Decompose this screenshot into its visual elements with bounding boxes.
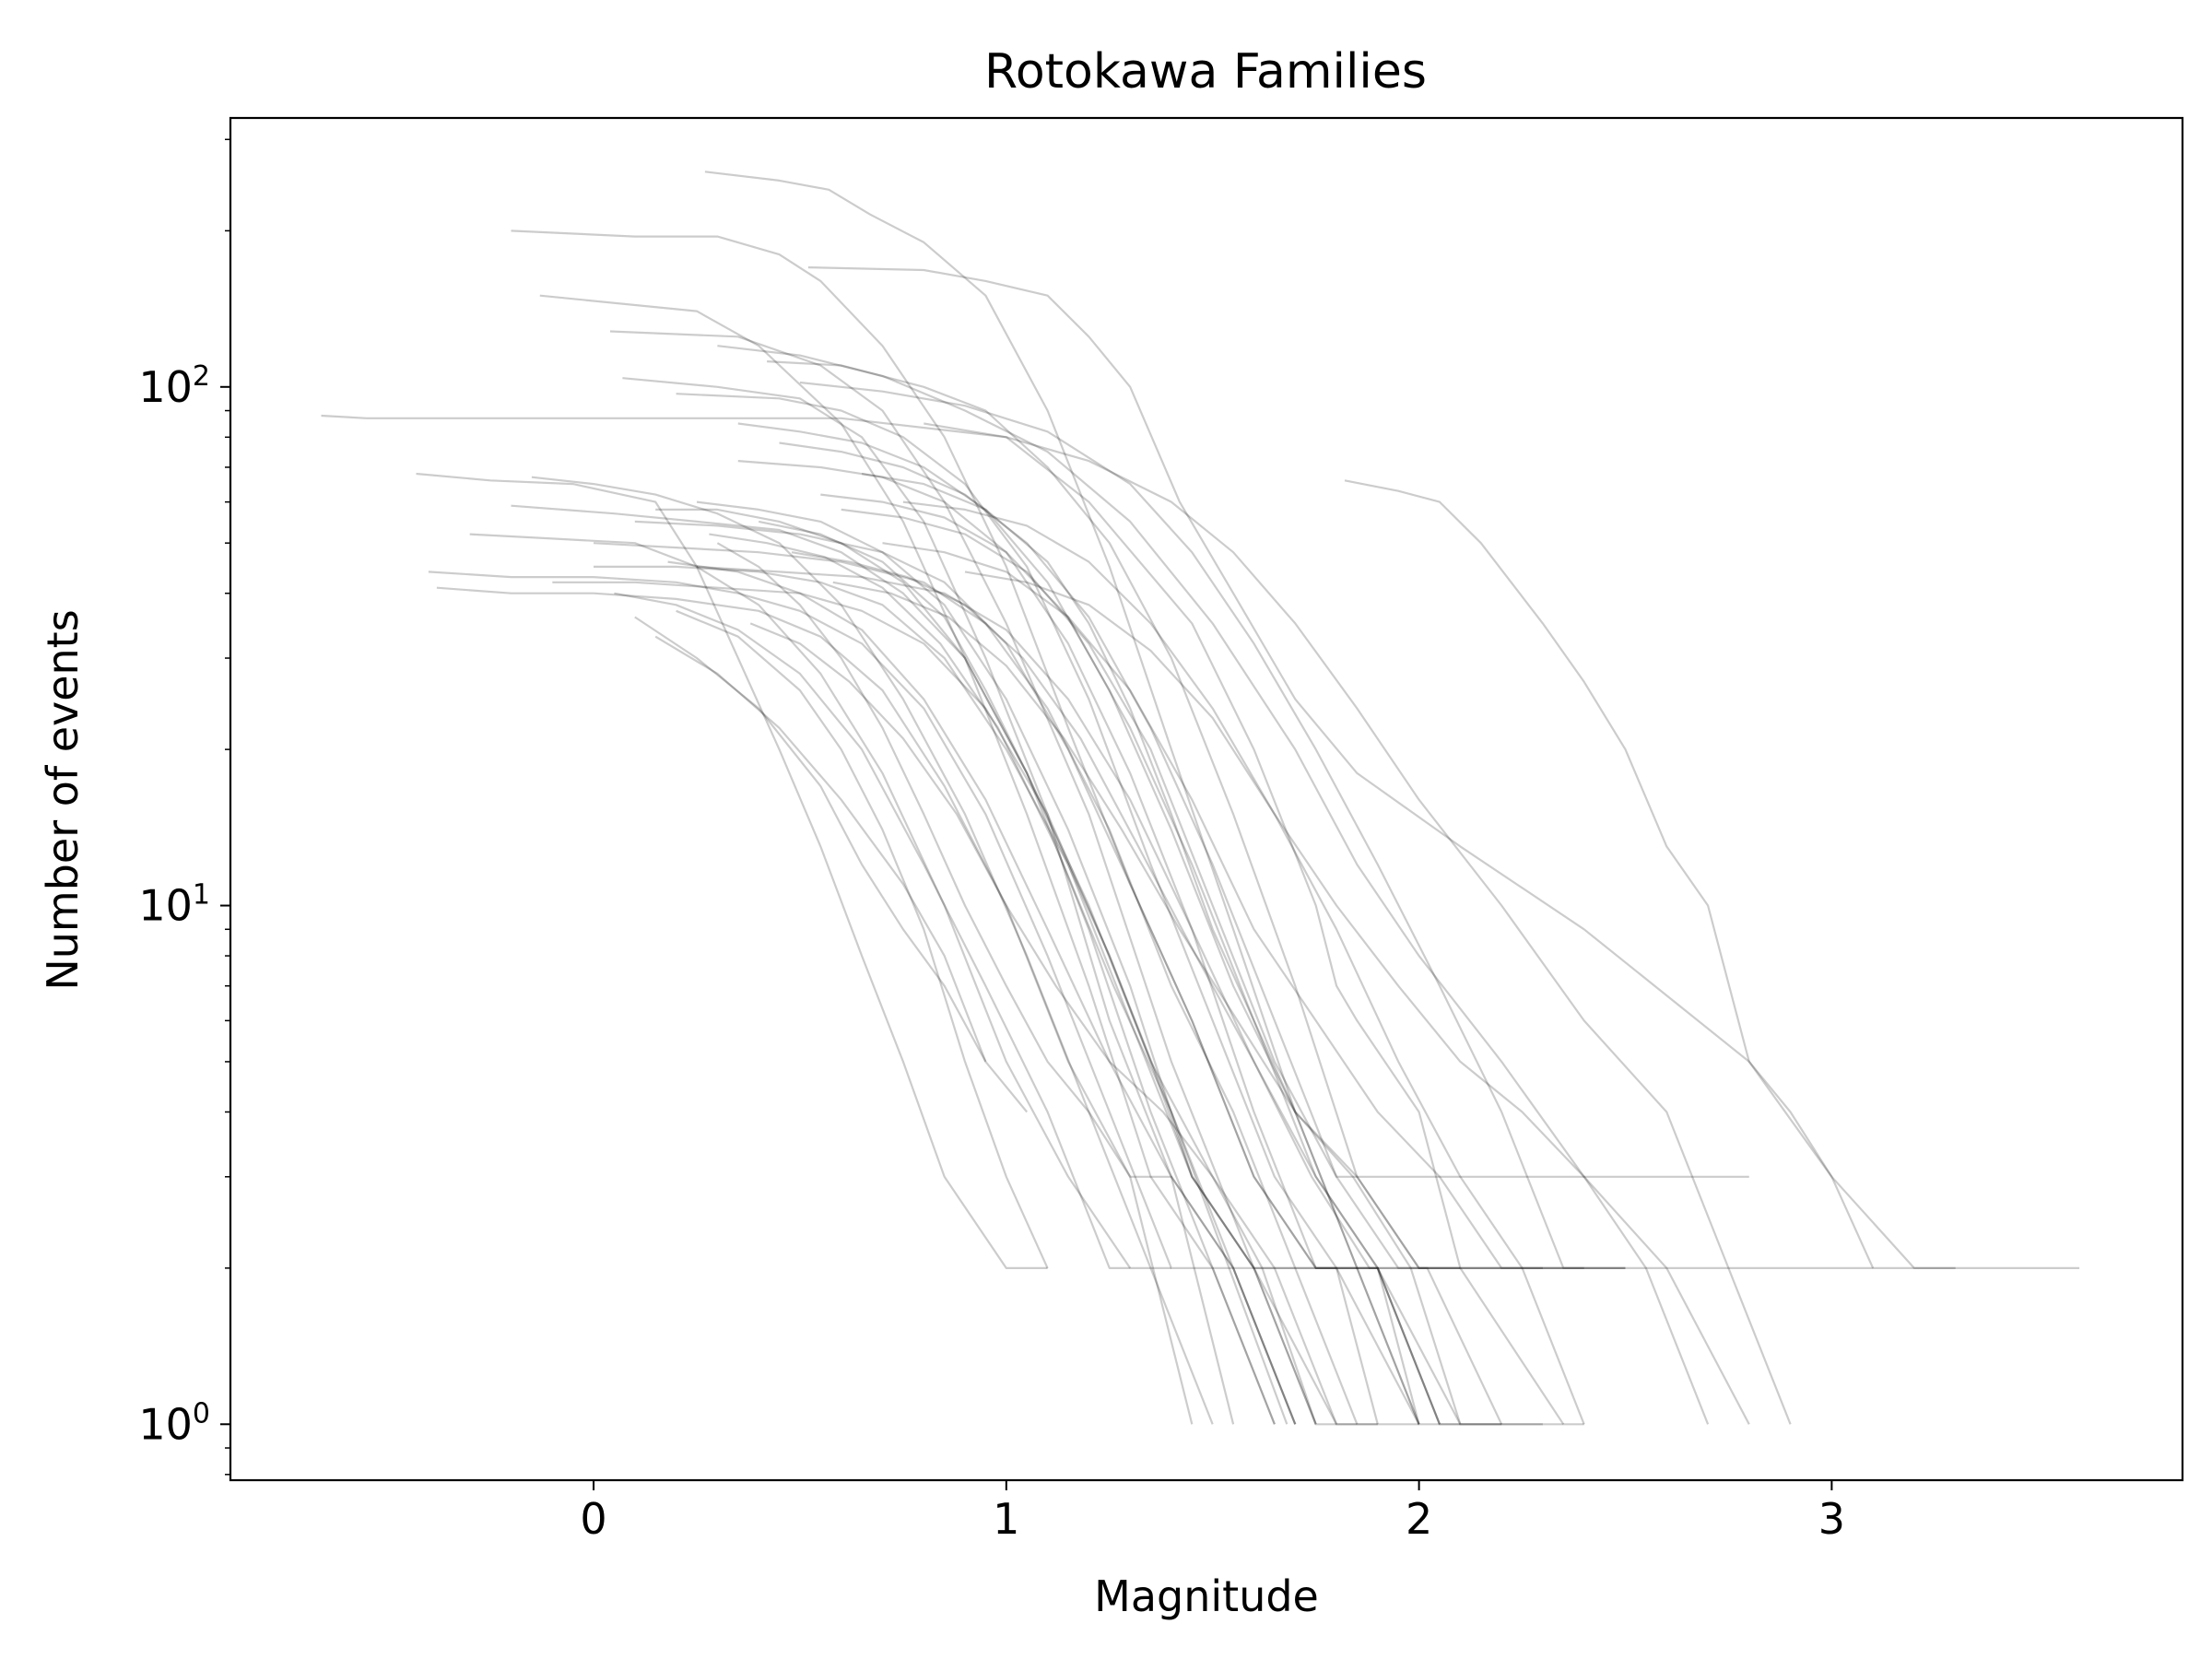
series-line-44	[791, 551, 1503, 1425]
series-line-31	[614, 592, 1171, 1270]
series-line-13	[469, 533, 1132, 1269]
series-line-21	[634, 520, 1543, 1426]
series-line-27	[717, 345, 1750, 1425]
series-line-33	[654, 635, 1029, 1113]
y-tick-label: 102	[138, 360, 210, 412]
series-line-37	[861, 472, 1420, 1425]
series-line-22	[737, 460, 1441, 1425]
series-line-23	[820, 493, 1502, 1426]
series-line-7	[609, 330, 1338, 1425]
chart-title: Rotokawa Families	[984, 44, 1427, 100]
series-line-1	[321, 414, 1956, 1270]
series-line-9	[767, 360, 1584, 1270]
series-line-15	[436, 586, 1194, 1425]
y-axis: 100 101 102	[138, 138, 230, 1476]
series-line-20	[593, 542, 1461, 1270]
x-axis-label: Magnitude	[1094, 1571, 1319, 1621]
series-line-18	[655, 508, 1276, 1425]
series-line-19	[696, 500, 1378, 1426]
series-line-43	[709, 533, 1288, 1425]
series-layer	[321, 171, 2080, 1426]
series-line-38	[882, 542, 1626, 1270]
series-line-11	[416, 472, 1048, 1270]
y-tick-label: 100	[138, 1397, 210, 1449]
series-line-16	[428, 571, 1297, 1425]
series-line-40	[594, 565, 1317, 1425]
y-tick-label: 101	[138, 879, 210, 931]
series-line-4	[807, 266, 2080, 1270]
series-line-39	[696, 565, 1584, 1426]
x-tick-label: 2	[1406, 1494, 1432, 1544]
plot-frame	[229, 116, 2184, 1482]
x-tick-label: 0	[580, 1494, 606, 1544]
series-line-8	[622, 377, 1235, 1425]
series-line-42	[832, 581, 1462, 1425]
series-line-36	[758, 520, 1420, 1425]
series-line-46	[964, 571, 1710, 1425]
series-line-14	[511, 504, 1419, 1426]
series-line-26	[737, 422, 1543, 1270]
series-line-10	[676, 393, 1379, 1425]
series-line-29	[799, 381, 1626, 1270]
x-tick-label: 1	[993, 1494, 1019, 1544]
series-line-3	[511, 229, 1441, 1425]
series-line-24	[841, 508, 1565, 1425]
series-line-12	[531, 476, 1214, 1425]
y-axis-label: Number of events	[38, 609, 88, 990]
series-line-6	[539, 294, 1276, 1425]
series-line-25	[779, 441, 1749, 1178]
x-axis: 0 1 2 3	[580, 1480, 1845, 1544]
series-line-34	[634, 616, 987, 1063]
series-line-32	[676, 609, 1049, 1269]
series-line-17	[552, 581, 1359, 1425]
series-line-45	[902, 500, 1585, 1425]
series-line-41	[749, 622, 1317, 1425]
series-line-35	[716, 542, 1297, 1425]
series-line-5	[1344, 479, 1875, 1269]
series-line-2	[704, 171, 1420, 1425]
series-line-28	[924, 422, 1792, 1425]
series-line-30	[667, 560, 1297, 1425]
x-tick-label: 3	[1818, 1494, 1845, 1544]
